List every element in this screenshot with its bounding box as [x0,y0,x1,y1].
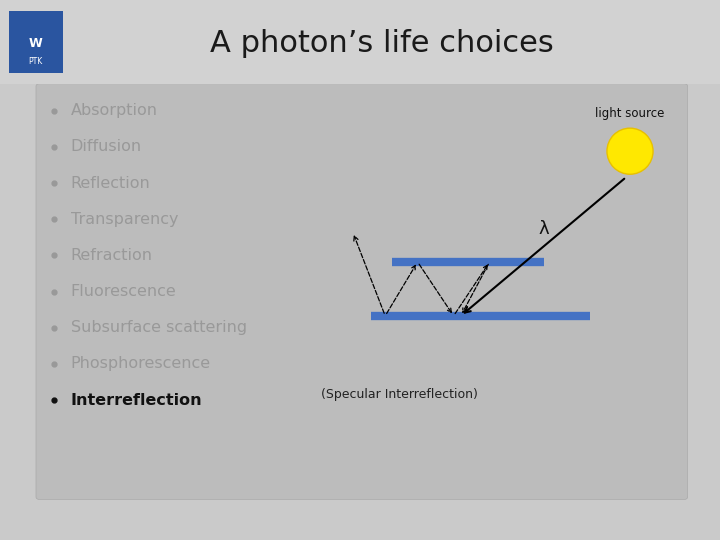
Text: light source: light source [595,107,665,120]
Text: (Specular Interreflection): (Specular Interreflection) [321,388,478,401]
Text: Refraction: Refraction [71,248,153,263]
Text: Subsurface scattering: Subsurface scattering [71,320,247,335]
Text: Reflection: Reflection [71,176,150,191]
Text: λ: λ [539,220,549,239]
FancyBboxPatch shape [9,11,63,73]
Bar [0,0,720,84]
Text: Absorption: Absorption [71,103,158,118]
Ellipse shape [607,128,653,174]
Text: Phosphorescence: Phosphorescence [71,356,211,372]
Text: Diffusion: Diffusion [71,139,142,154]
Text: Fluorescence: Fluorescence [71,284,176,299]
FancyBboxPatch shape [36,84,688,500]
Text: PTK: PTK [29,57,42,66]
Text: A photon’s life choices: A photon’s life choices [210,29,554,58]
Text: Transparency: Transparency [71,212,178,227]
Text: Interreflection: Interreflection [71,393,202,408]
Text: W: W [29,37,42,50]
